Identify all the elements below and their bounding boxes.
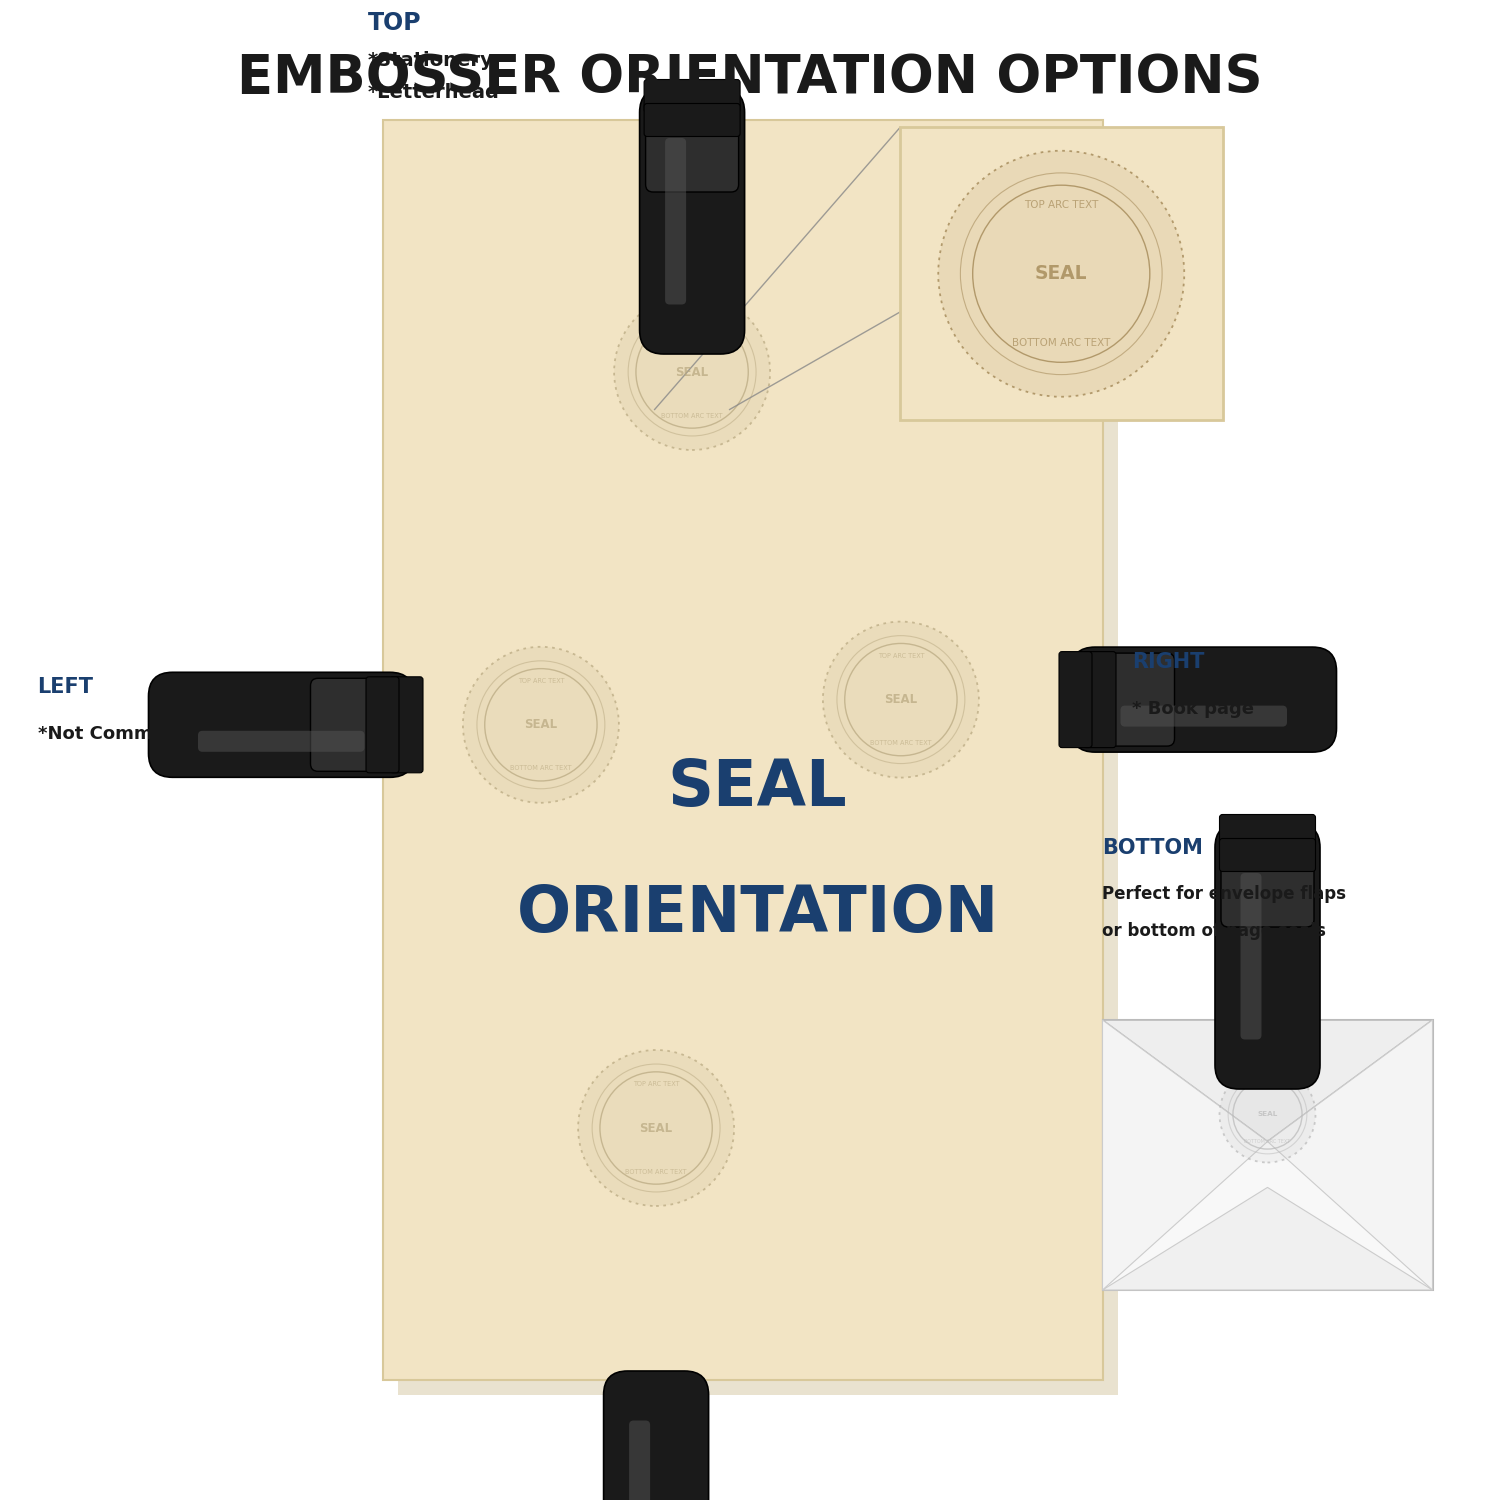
FancyBboxPatch shape <box>645 105 738 192</box>
Bar <box>1102 1020 1432 1290</box>
FancyBboxPatch shape <box>628 1420 650 1500</box>
FancyBboxPatch shape <box>644 80 740 112</box>
Text: ORIENTATION: ORIENTATION <box>516 884 999 945</box>
FancyBboxPatch shape <box>639 88 744 354</box>
FancyBboxPatch shape <box>664 138 686 304</box>
Circle shape <box>464 646 620 802</box>
Text: SEAL: SEAL <box>1257 1112 1278 1118</box>
Text: or bottom of page seals: or bottom of page seals <box>1102 922 1326 940</box>
Text: Perfect for envelope flaps: Perfect for envelope flaps <box>1102 885 1347 903</box>
FancyBboxPatch shape <box>148 672 414 777</box>
Text: BOTTOM ARC TEXT: BOTTOM ARC TEXT <box>1245 1138 1290 1144</box>
Text: TOP ARC TEXT: TOP ARC TEXT <box>633 1082 680 1088</box>
Text: * Book page: * Book page <box>1132 699 1254 717</box>
Bar <box>382 120 1102 1380</box>
Text: SEAL: SEAL <box>639 1122 672 1134</box>
FancyBboxPatch shape <box>603 1371 708 1500</box>
Text: BOTTOM ARC TEXT: BOTTOM ARC TEXT <box>626 1168 687 1174</box>
Text: BOTTOM: BOTTOM <box>1102 837 1203 858</box>
FancyBboxPatch shape <box>1221 840 1314 927</box>
Text: SEAL: SEAL <box>668 758 847 819</box>
Circle shape <box>939 152 1185 398</box>
FancyBboxPatch shape <box>1220 839 1316 872</box>
Text: *Letterhead: *Letterhead <box>368 84 500 102</box>
Circle shape <box>578 1050 734 1206</box>
Circle shape <box>614 294 770 450</box>
Text: TOP: TOP <box>368 10 422 34</box>
Polygon shape <box>1102 1020 1268 1290</box>
Polygon shape <box>1268 1020 1432 1290</box>
Text: SEAL: SEAL <box>675 366 708 378</box>
FancyBboxPatch shape <box>1215 824 1320 1089</box>
Text: TOP ARC TEXT: TOP ARC TEXT <box>669 326 716 332</box>
Polygon shape <box>1102 1188 1432 1290</box>
FancyBboxPatch shape <box>198 730 364 752</box>
FancyBboxPatch shape <box>1083 651 1116 747</box>
FancyBboxPatch shape <box>366 676 399 772</box>
FancyBboxPatch shape <box>1220 815 1316 848</box>
Text: LEFT: LEFT <box>38 678 93 698</box>
FancyBboxPatch shape <box>1240 873 1262 1039</box>
Text: SEAL: SEAL <box>1035 264 1088 284</box>
Text: *Not Common: *Not Common <box>38 724 177 742</box>
FancyBboxPatch shape <box>310 678 398 771</box>
Text: TOP ARC TEXT: TOP ARC TEXT <box>1024 200 1098 210</box>
Text: RIGHT: RIGHT <box>1132 652 1204 672</box>
Polygon shape <box>1102 1020 1432 1142</box>
Text: *Stationery: *Stationery <box>368 51 494 69</box>
Bar <box>900 128 1222 420</box>
Text: BOTTOM ARC TEXT: BOTTOM ARC TEXT <box>1013 338 1110 348</box>
FancyBboxPatch shape <box>1120 705 1287 726</box>
FancyBboxPatch shape <box>644 104 740 136</box>
FancyBboxPatch shape <box>1088 652 1174 746</box>
Text: TOP ARC TEXT: TOP ARC TEXT <box>878 652 924 658</box>
FancyBboxPatch shape <box>1059 651 1092 747</box>
Circle shape <box>1220 1066 1316 1162</box>
Text: TOP ARC TEXT: TOP ARC TEXT <box>518 678 564 684</box>
Bar <box>398 135 1118 1395</box>
Text: BOTTOM ARC TEXT: BOTTOM ARC TEXT <box>870 741 932 747</box>
Text: TOP ARC TEXT: TOP ARC TEXT <box>1250 1084 1286 1090</box>
FancyBboxPatch shape <box>1071 646 1336 752</box>
FancyBboxPatch shape <box>390 676 423 772</box>
Text: BOTTOM ARC TEXT: BOTTOM ARC TEXT <box>662 413 723 419</box>
Circle shape <box>824 621 980 777</box>
Text: BOTTOM ARC TEXT: BOTTOM ARC TEXT <box>510 765 572 771</box>
Text: SEAL: SEAL <box>525 718 558 732</box>
Text: SEAL: SEAL <box>885 693 918 706</box>
Text: EMBOSSER ORIENTATION OPTIONS: EMBOSSER ORIENTATION OPTIONS <box>237 53 1263 105</box>
